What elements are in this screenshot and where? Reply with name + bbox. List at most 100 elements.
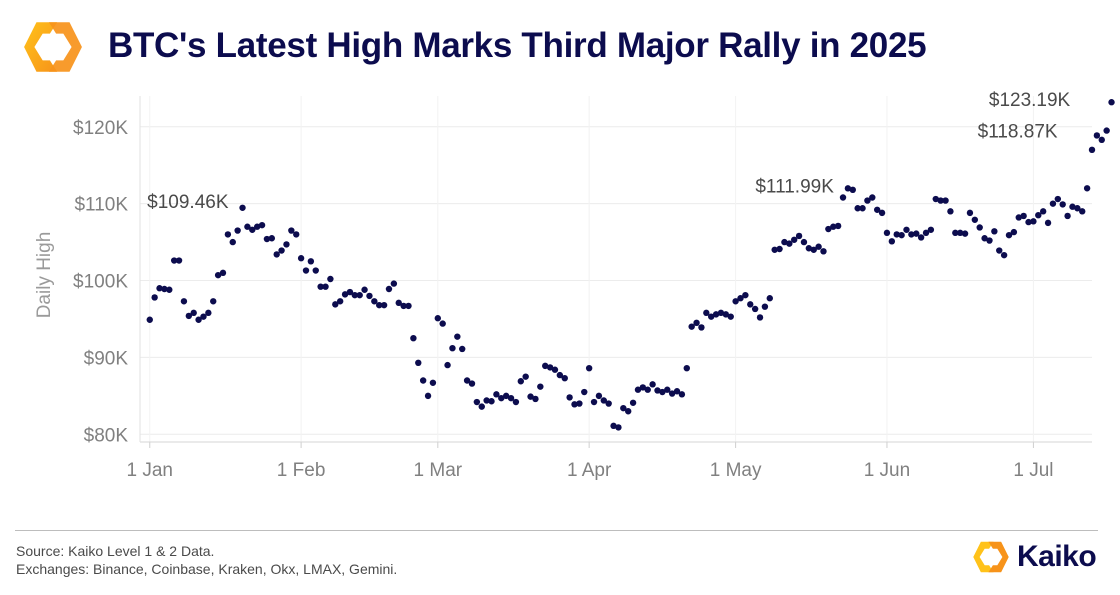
data-point	[253, 223, 261, 230]
data-point	[542, 362, 549, 370]
y-tick-label: $110K	[74, 195, 128, 216]
data-point	[966, 209, 974, 217]
source-note: Source: Kaiko Level 1 & 2 Data. Exchange…	[16, 542, 397, 578]
data-point	[820, 248, 827, 255]
data-point	[839, 194, 847, 201]
data-point	[532, 395, 539, 403]
data-point	[175, 257, 183, 264]
data-point	[332, 301, 339, 308]
data-point	[703, 309, 710, 317]
data-point	[893, 231, 900, 238]
data-point	[214, 271, 222, 279]
data-point	[629, 399, 637, 406]
data-point	[1010, 228, 1018, 236]
data-point	[195, 316, 202, 323]
data-point	[283, 241, 290, 248]
data-point	[488, 398, 495, 405]
data-point	[219, 269, 227, 277]
data-point	[942, 197, 949, 204]
data-point	[205, 309, 212, 317]
footer-divider	[15, 530, 1098, 531]
data-point	[1039, 208, 1047, 215]
data-point	[429, 379, 437, 386]
data-point	[1064, 212, 1071, 220]
data-point	[883, 229, 891, 237]
data-point	[537, 383, 544, 390]
data-point	[415, 359, 422, 367]
data-point	[1049, 200, 1057, 207]
data-point	[312, 267, 319, 274]
data-point	[1069, 203, 1076, 210]
data-point	[615, 424, 622, 431]
data-point	[302, 267, 310, 274]
data-point	[600, 397, 607, 404]
data-point	[1015, 214, 1022, 221]
data-point	[864, 197, 871, 204]
grid-lines	[140, 96, 1092, 442]
source-text: Source: Kaiko Level 1 & 2 Data.	[16, 543, 215, 559]
data-point	[878, 209, 886, 217]
data-point	[317, 283, 324, 290]
data-point	[854, 205, 861, 212]
annotation-label: $118.87K	[978, 121, 1058, 142]
data-point	[956, 229, 964, 237]
data-point	[522, 373, 529, 380]
data-point	[927, 226, 935, 233]
data-point	[849, 186, 856, 194]
data-point	[1044, 219, 1052, 227]
data-point	[1088, 146, 1096, 154]
data-point	[390, 280, 398, 287]
x-tick-label: 1 Apr	[567, 460, 612, 481]
data-point	[1025, 218, 1032, 226]
annotation-label: $123.19K	[989, 90, 1071, 111]
x-tick-label: 1 May	[710, 460, 762, 481]
data-point	[898, 231, 905, 239]
data-point	[459, 345, 466, 353]
data-point	[1059, 201, 1066, 208]
data-point	[449, 344, 456, 352]
exchanges-text: Exchanges: Binance, Coinbase, Kraken, Ok…	[16, 561, 398, 577]
data-point	[859, 205, 866, 212]
data-point	[585, 364, 593, 372]
data-point	[790, 236, 798, 243]
data-point	[1103, 127, 1110, 134]
data-points	[146, 99, 1115, 431]
data-point	[571, 401, 578, 408]
data-point	[888, 238, 896, 245]
data-point	[830, 223, 837, 230]
data-point	[336, 298, 344, 305]
data-point	[834, 222, 842, 230]
y-tick-label: $80K	[84, 425, 129, 446]
data-point	[825, 225, 832, 233]
data-point	[625, 408, 632, 415]
x-tick-label: 1 Jul	[1013, 460, 1053, 481]
x-tick-label: 1 Mar	[414, 460, 463, 481]
data-point	[873, 206, 881, 213]
data-point	[869, 194, 876, 201]
data-point	[712, 311, 720, 318]
data-point	[639, 384, 647, 391]
y-tick-label: $100K	[73, 272, 128, 293]
data-point	[590, 398, 598, 406]
data-point	[468, 380, 476, 387]
data-point	[371, 298, 378, 305]
data-point	[1000, 251, 1008, 259]
data-point	[668, 390, 676, 397]
data-point	[434, 315, 442, 322]
data-point	[913, 230, 920, 237]
data-point	[917, 234, 925, 241]
data-point	[278, 247, 285, 254]
data-point	[800, 238, 808, 246]
scatter-chart: $80K $90K $100K $110K $120K 1 Jan 1 Feb 1 Mar 1 …	[34, 90, 1115, 481]
data-point	[761, 303, 769, 310]
data-point	[297, 255, 305, 262]
data-point	[971, 216, 979, 223]
data-point	[1074, 205, 1081, 212]
data-point	[903, 226, 910, 233]
y-tick-label: $120K	[73, 118, 128, 139]
annotation-label: $109.46K	[147, 192, 229, 213]
data-point	[1020, 212, 1027, 220]
tick-labels: $80K $90K $100K $110K $120K 1 Jan 1 Feb 1 Mar 1 …	[73, 118, 1053, 481]
data-point	[517, 378, 524, 385]
data-point	[688, 323, 695, 330]
